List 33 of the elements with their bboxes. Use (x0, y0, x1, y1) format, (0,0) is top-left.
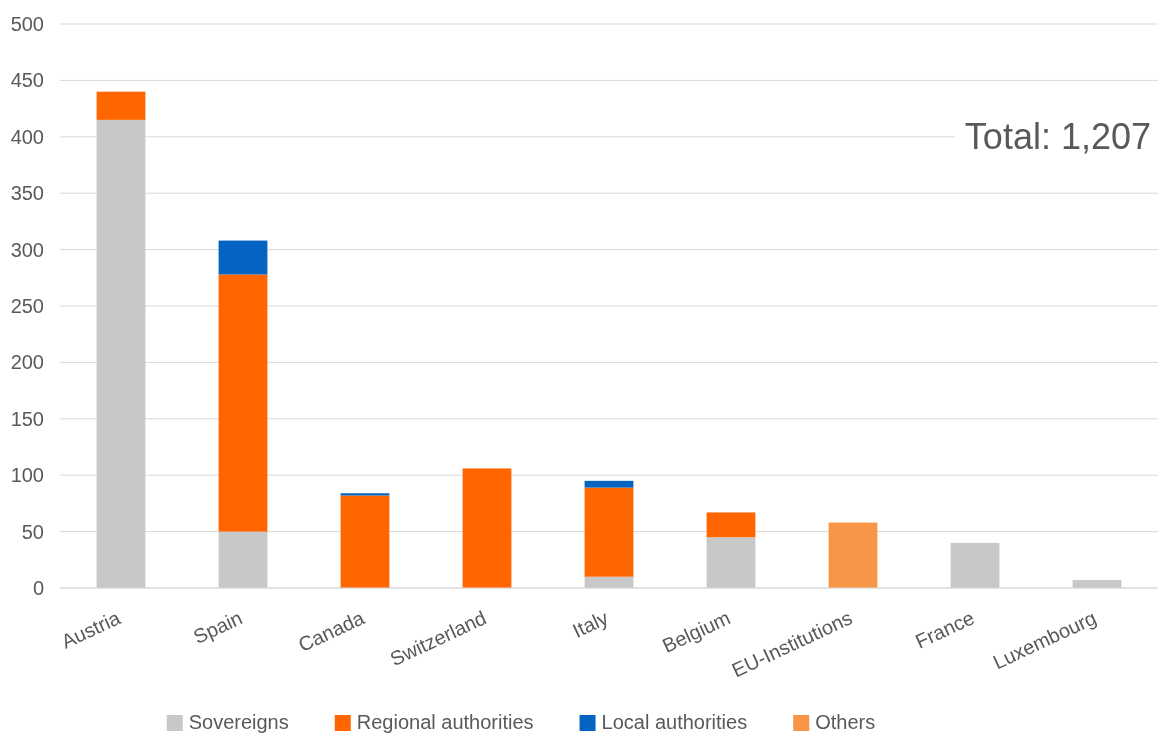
y-tick-label: 150 (10, 407, 44, 430)
y-tick-label: 400 (10, 125, 44, 148)
bar (218, 274, 268, 532)
bar (828, 522, 878, 588)
y-tick-label: 100 (10, 464, 44, 487)
x-tick-label: Spain (189, 606, 246, 648)
y-tick-label: 500 (10, 12, 44, 35)
bar (218, 531, 268, 588)
y-tick-label: 0 (32, 576, 44, 599)
bar (584, 487, 634, 577)
bar (96, 91, 146, 120)
y-tick-label: 50 (21, 520, 44, 543)
bar (340, 493, 390, 496)
legend-label: Local authorities (601, 711, 748, 733)
bar (462, 468, 512, 588)
y-tick-label: 350 (10, 182, 44, 205)
bar (96, 119, 146, 588)
x-tick-label: France (911, 606, 978, 653)
bar (706, 537, 756, 588)
legend-label: Others (815, 711, 876, 733)
bar (950, 542, 1000, 588)
y-tick-label: 300 (10, 238, 44, 261)
y-tick-label: 200 (10, 351, 44, 374)
legend-label: Regional authorities (356, 711, 534, 733)
legend-label: Sovereigns (188, 711, 289, 733)
bar (584, 480, 634, 488)
y-tick-label: 450 (10, 69, 44, 92)
annotation: Total: 1,207 (964, 115, 1151, 157)
bar (218, 240, 268, 275)
x-tick-label: Italy (569, 606, 612, 642)
bar (706, 512, 756, 538)
y-tick-label: 250 (10, 294, 44, 317)
bar (340, 495, 390, 588)
